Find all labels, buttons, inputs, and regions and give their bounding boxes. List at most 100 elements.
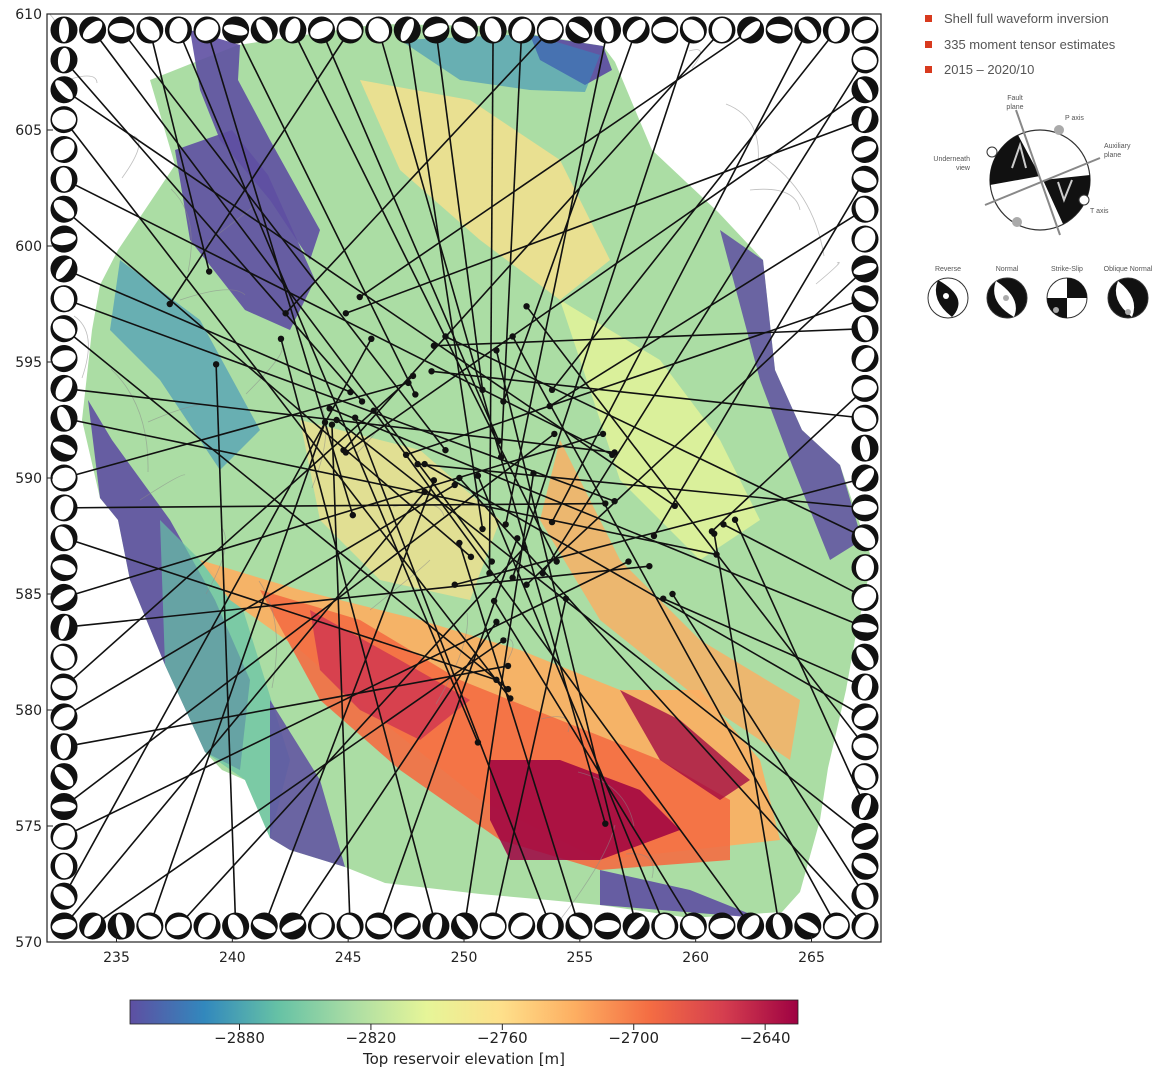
- beachball: [50, 882, 78, 910]
- event-dot: [277, 335, 285, 342]
- x-tick-label: 260: [682, 950, 709, 966]
- beachball: [622, 16, 650, 44]
- event-line: [285, 29, 551, 314]
- event-dot: [430, 342, 438, 349]
- event-dot: [500, 637, 507, 644]
- beachball: [193, 912, 221, 940]
- beachball: [222, 16, 250, 44]
- event-dot: [368, 335, 375, 342]
- event-line: [711, 387, 866, 532]
- event-line: [454, 477, 866, 586]
- event-line: [504, 29, 609, 525]
- beachball: [107, 16, 135, 44]
- beachball: [50, 165, 78, 193]
- event-line: [488, 29, 494, 574]
- t-axis-label: T axis: [1090, 208, 1109, 215]
- p-axis-marker: [1054, 125, 1064, 135]
- event-line: [63, 89, 676, 507]
- event-line: [63, 433, 555, 808]
- event-dot: [602, 500, 609, 507]
- event-dot: [328, 421, 336, 428]
- beachball: [708, 912, 736, 940]
- x-tick-label: 255: [566, 950, 593, 966]
- colorbar-label: Top reservoir elevation [m]: [362, 1050, 565, 1068]
- event-line: [493, 600, 695, 927]
- beachball: [50, 464, 78, 492]
- event-line: [345, 118, 866, 315]
- beachball: [851, 524, 879, 552]
- beachball: [136, 912, 164, 940]
- fault-plane-label-1: Fault: [1007, 95, 1023, 102]
- event-dot: [488, 558, 495, 565]
- beachball: [50, 822, 78, 850]
- event-line: [511, 29, 695, 579]
- event-line: [359, 29, 752, 298]
- beachball: [50, 225, 78, 253]
- event-dot: [611, 498, 618, 505]
- event-dot: [502, 521, 509, 528]
- road-segment: [121, 135, 140, 179]
- event-line: [234, 29, 417, 395]
- beachball: [79, 16, 107, 44]
- beachball: [50, 524, 78, 552]
- beachball: [851, 793, 879, 821]
- event-dot: [430, 477, 438, 484]
- beachball: [451, 912, 478, 940]
- road-segment: [815, 261, 840, 285]
- beachball: [50, 195, 78, 223]
- beachball: [50, 852, 78, 880]
- zone-orange-ridge: [540, 440, 800, 760]
- beachball: [737, 912, 765, 940]
- beachball: [622, 912, 650, 940]
- zone-yellow-east: [560, 300, 760, 560]
- beachball: [307, 912, 335, 940]
- legend-marker: [925, 15, 932, 23]
- beachball: [50, 554, 78, 582]
- beachball: [851, 345, 879, 373]
- event-dot: [451, 581, 458, 588]
- beachball: [50, 374, 78, 402]
- event-line: [63, 417, 717, 556]
- event-dot: [599, 430, 607, 438]
- beachball: [508, 16, 536, 44]
- event-dot: [451, 481, 458, 489]
- beachball: [50, 673, 78, 701]
- event-line: [433, 327, 866, 347]
- road-segment: [73, 315, 89, 379]
- colorbar-tick-label: −2820: [346, 1029, 397, 1047]
- event-line: [149, 29, 210, 272]
- beachball: [851, 76, 879, 104]
- event-dot: [509, 574, 516, 581]
- event-line: [492, 598, 567, 927]
- event-line: [215, 364, 237, 927]
- event-dot: [548, 386, 556, 394]
- road-segment: [625, 853, 654, 879]
- event-dot: [711, 530, 718, 537]
- event-dot: [669, 590, 676, 598]
- underneath-view-label-1: Underneath: [933, 156, 970, 163]
- road-segment: [762, 156, 825, 257]
- beachball: [851, 613, 879, 641]
- beachball: [50, 613, 78, 641]
- event-dot: [421, 460, 428, 468]
- event-line: [169, 29, 351, 305]
- event-line: [292, 621, 498, 927]
- event-line: [292, 29, 558, 562]
- event-dot: [495, 437, 502, 445]
- beachball: [794, 16, 822, 44]
- beachball: [136, 16, 164, 44]
- event-line: [377, 29, 607, 824]
- zone-deep-red-east: [620, 690, 750, 800]
- event-dot: [282, 310, 289, 317]
- beachball: [851, 882, 879, 910]
- event-line: [177, 29, 479, 743]
- beachball: [851, 912, 879, 940]
- event-line: [671, 593, 866, 897]
- event-dot: [493, 347, 500, 354]
- zone-deep-red: [310, 610, 470, 740]
- zone-purple-e: [720, 230, 862, 560]
- beachball: [50, 16, 78, 44]
- event-line: [354, 417, 552, 927]
- event-line: [63, 178, 613, 456]
- beachball: [536, 912, 564, 940]
